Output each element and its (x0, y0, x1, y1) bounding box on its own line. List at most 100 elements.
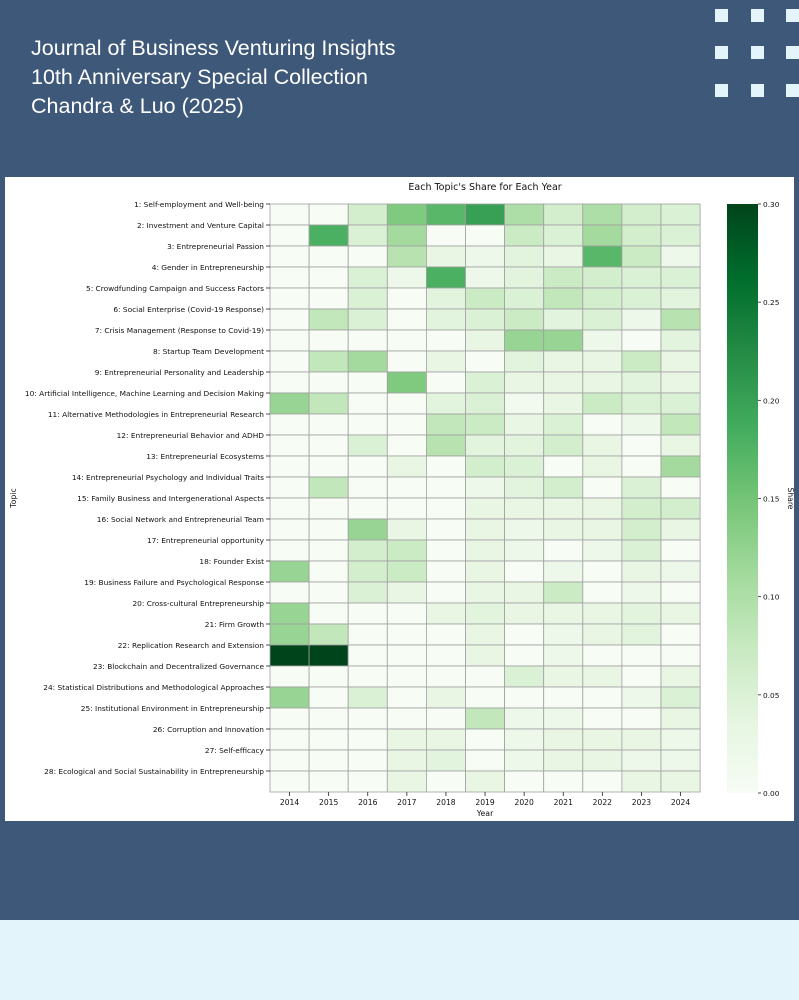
title-line-journal: Journal of Business Venturing Insights (31, 36, 396, 60)
heatmap-cell (660, 560, 701, 583)
heatmap-cell (582, 434, 623, 457)
heatmap-cell (425, 560, 466, 583)
heatmap-cell (543, 560, 584, 583)
heatmap-cell (308, 413, 349, 436)
heatmap-cell (621, 539, 662, 562)
heatmap-cell (504, 686, 545, 709)
heatmap-cell (660, 455, 701, 478)
heatmap-cell (386, 287, 427, 310)
heatmap-cell (347, 392, 388, 415)
heatmap-cell (660, 602, 701, 625)
heatmap-cell (621, 497, 662, 520)
dot-shape (786, 9, 799, 22)
heatmap-cell (582, 623, 623, 646)
dot-shape (786, 84, 799, 97)
heatmap-cell (308, 581, 349, 604)
heatmap-cell (308, 539, 349, 562)
heatmap-cell (308, 371, 349, 394)
heatmap-cell (582, 497, 623, 520)
heatmap-cell (543, 245, 584, 268)
x-tick-label: 2021 (554, 798, 573, 807)
heatmap-cell (347, 287, 388, 310)
heatmap-cell (347, 623, 388, 646)
heatmap-cell (660, 497, 701, 520)
heatmap-cell (504, 434, 545, 457)
heatmap-cell (386, 224, 427, 247)
y-axis-label: Topic (9, 488, 18, 509)
heatmap-cell (308, 560, 349, 583)
heatmap-cell (269, 350, 310, 373)
heatmap-cell (386, 497, 427, 520)
y-tick-label: 23: Blockchain and Decentralized Governa… (93, 662, 264, 671)
heatmap-cell (660, 266, 701, 289)
colorbar-label: Share (786, 488, 794, 510)
heatmap-cell (308, 497, 349, 520)
heatmap-cell (269, 413, 310, 436)
heatmap-cell (543, 287, 584, 310)
heatmap-cell (504, 602, 545, 625)
heatmap-cell (347, 770, 388, 793)
heatmap-cell (504, 203, 545, 226)
heatmap-cell (425, 770, 466, 793)
heatmap-cell (269, 266, 310, 289)
heatmap-cell (621, 518, 662, 541)
heatmap-cell (621, 602, 662, 625)
heatmap-cell (543, 623, 584, 646)
heatmap-cell (465, 665, 505, 688)
heatmap-cell (504, 707, 545, 730)
heatmap-cell (269, 644, 310, 667)
heatmap-cell (308, 644, 349, 667)
heatmap-cell (465, 287, 505, 310)
heatmap-cell (543, 749, 584, 772)
heatmap-cell (269, 581, 310, 604)
heatmap-cell (386, 455, 427, 478)
heatmap-cell (621, 203, 662, 226)
y-tick-label: 11: Alternative Methodologies in Entrepr… (48, 410, 264, 419)
heatmap-cell (543, 266, 584, 289)
heatmap-cell (347, 434, 388, 457)
heatmap-cell (269, 665, 310, 688)
heatmap-cell (269, 707, 310, 730)
heatmap-cell (582, 371, 623, 394)
heatmap-cell (308, 665, 349, 688)
heatmap-cell (504, 308, 545, 331)
heatmap-cell (347, 602, 388, 625)
heatmap-cell (386, 413, 427, 436)
heatmap-cell (660, 203, 701, 226)
heatmap-cell (621, 350, 662, 373)
heatmap-cell (660, 434, 701, 457)
heatmap-cell (425, 329, 466, 352)
heatmap-cell (425, 707, 466, 730)
heatmap-cell (465, 203, 505, 226)
heatmap-cell (347, 560, 388, 583)
heatmap-cell (425, 623, 466, 646)
heatmap-cell (504, 644, 545, 667)
heatmap-cell (543, 203, 584, 226)
heatmap-cell (386, 245, 427, 268)
y-tick-label: 8: Startup Team Development (153, 347, 264, 356)
heatmap-cell (308, 245, 349, 268)
heatmap-cell (465, 770, 505, 793)
heatmap-cell (308, 749, 349, 772)
heatmap-cell (465, 350, 505, 373)
heatmap-cell (543, 581, 584, 604)
heatmap-cell (465, 581, 505, 604)
y-tick-label: 16: Social Network and Entrepreneurial T… (97, 515, 264, 524)
heatmap-cell (582, 413, 623, 436)
heatmap-cell (621, 434, 662, 457)
heatmap-cell (660, 665, 701, 688)
heatmap-cell (621, 392, 662, 415)
heatmap-cell (308, 602, 349, 625)
y-tick-label: 18: Founder Exist (199, 557, 264, 566)
heatmap-cell (347, 308, 388, 331)
x-tick-label: 2023 (632, 798, 651, 807)
heatmap-cell (425, 287, 466, 310)
heatmap-cell (425, 476, 466, 499)
heatmap-cell (543, 455, 584, 478)
x-tick-label: 2018 (436, 798, 455, 807)
heatmap-cell (465, 728, 505, 751)
heatmap-cell (425, 392, 466, 415)
heatmap-cell (621, 560, 662, 583)
heatmap-cell (386, 728, 427, 751)
heatmap-cell (582, 224, 623, 247)
